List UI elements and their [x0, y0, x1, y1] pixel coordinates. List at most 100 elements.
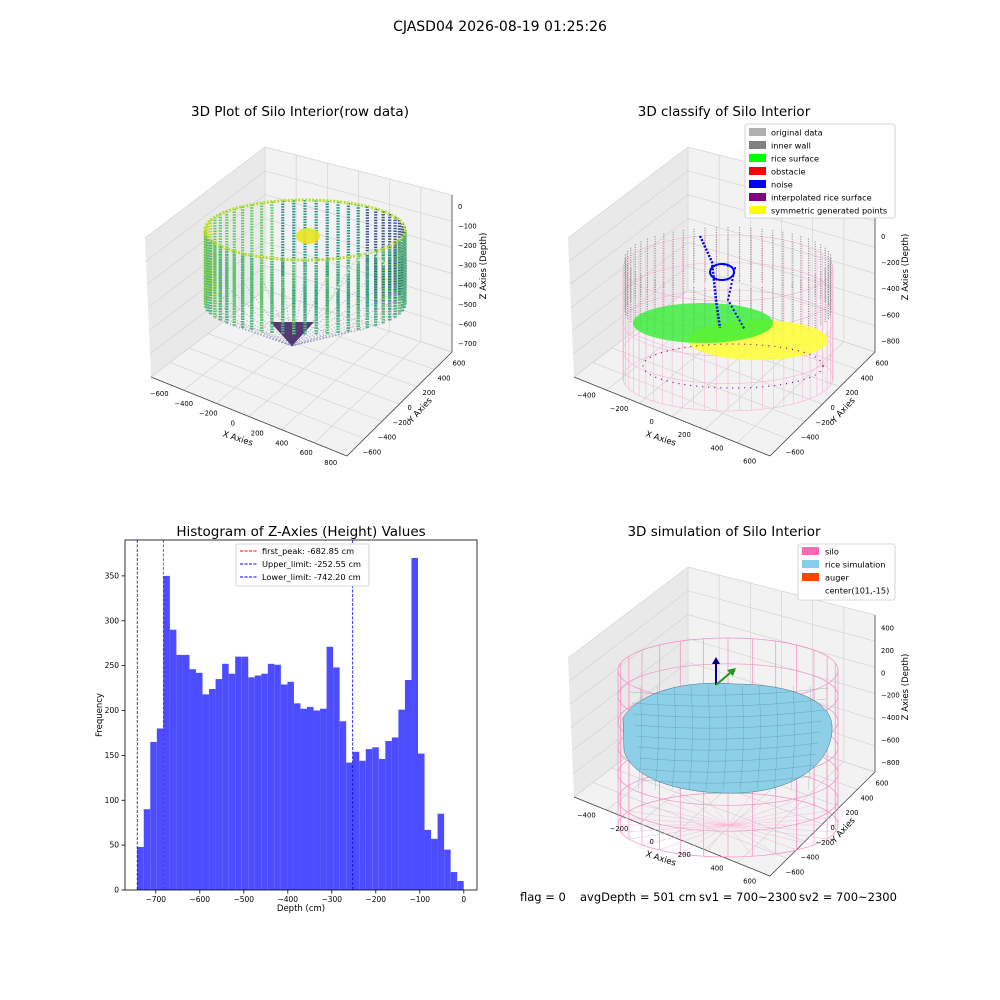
- legend-label: rice surface: [771, 154, 819, 164]
- silo-floor-spoke: [620, 824, 729, 833]
- classify-3d-zlabel: Z Axies (Depth): [901, 234, 911, 301]
- x-tick-label: −200: [365, 895, 386, 904]
- panel-classify-3d-title: 3D classify of Silo Interior: [638, 104, 811, 120]
- panel-simulation-3d: 3D simulation of Silo Interior −400 −200 0…: [567, 524, 911, 885]
- panel-raw-3d-title: 3D Plot of Silo Interior(row data): [191, 104, 409, 120]
- silo-floor-spoke: [659, 799, 729, 826]
- z-tick-label: −600: [881, 737, 900, 745]
- surface-mesh-line: [635, 731, 821, 740]
- histogram-ylabel: Frequency: [95, 693, 105, 737]
- histogram-title: Histogram of Z-Axies (Height) Values: [176, 524, 425, 540]
- surface-mesh-line: [807, 685, 812, 791]
- surface-mesh-line: [722, 685, 727, 791]
- surface-mesh-line: [705, 685, 710, 791]
- x-axis-line: [573, 796, 771, 877]
- silo-floor-spoke: [727, 824, 828, 840]
- histogram-bar: [333, 667, 340, 890]
- histogram-bar: [339, 721, 347, 890]
- histogram-bar: [228, 673, 236, 890]
- histogram-bar: [182, 654, 190, 890]
- legend-label: Lower_limit: -742.20 cm: [262, 572, 361, 582]
- y-tick-label: 0: [114, 886, 119, 895]
- rice-surface-points: [633, 303, 773, 343]
- raw-3d-axes-box: [144, 146, 453, 457]
- y-tick-label: −400: [378, 434, 397, 442]
- histogram-bar: [254, 675, 262, 890]
- funnel-point-line: [261, 331, 293, 347]
- silo-floor-spoke: [703, 824, 729, 857]
- surface-mesh-line: [640, 764, 815, 773]
- histogram-bar: [209, 688, 216, 890]
- legend-label: first_peak: -682.85 cm: [262, 546, 354, 556]
- funnel-point-line: [282, 275, 293, 347]
- histogram-frame: [124, 539, 478, 891]
- legend-swatch: [749, 180, 766, 188]
- x-tick-label: −300: [321, 895, 342, 904]
- histogram-bar: [267, 663, 275, 890]
- funnel-point-line: [226, 285, 293, 347]
- surface-mesh-line: [671, 685, 676, 791]
- x-tick-label: 200: [251, 429, 264, 437]
- histogram-bar: [137, 846, 144, 890]
- gridline-z: [571, 241, 876, 331]
- histogram-bar: [150, 741, 157, 890]
- classify-3d-xlabel: X Axies: [644, 429, 677, 448]
- histogram-bar: [169, 629, 177, 890]
- surface-mesh-line: [790, 685, 795, 791]
- x-tick-label: 0: [650, 418, 654, 426]
- histogram-bar: [411, 557, 419, 890]
- x-tick-label: −400: [277, 895, 298, 904]
- y-tick-label: −400: [801, 854, 820, 862]
- simulation-3d-title: 3D simulation of Silo Interior: [627, 524, 821, 540]
- x-tick-label: 600: [743, 457, 756, 465]
- panel-histogram: Histogram of Z-Axies (Height) Values −70…: [95, 524, 478, 914]
- histogram-bar: [293, 703, 301, 890]
- silo-floor-spoke: [727, 824, 815, 846]
- surface-mesh-line: [641, 775, 813, 784]
- x-tick-label: 0: [461, 895, 466, 904]
- legend-frame: [235, 543, 370, 587]
- y-tick-label: 400: [438, 374, 451, 382]
- y-axis-line: [346, 351, 453, 457]
- histogram-bar: [163, 575, 170, 890]
- histogram-bar: [189, 669, 196, 890]
- simulation-3d-surface: [617, 637, 839, 858]
- footer-sv2: sv2 = 700~2300: [799, 890, 897, 904]
- legend-swatch: [749, 206, 766, 214]
- silo-floor-spoke: [727, 804, 815, 826]
- silo-floor-spoke: [727, 817, 836, 826]
- histogram-bar: [372, 747, 379, 890]
- silo-floor-spoke: [680, 795, 729, 826]
- y-tick-label: 400: [861, 374, 874, 382]
- silo-floor-spoke: [727, 795, 776, 826]
- y-tick-label: −200: [816, 839, 835, 847]
- figure-suptitle: CJASD04 2026-08-19 01:25:26: [393, 19, 607, 35]
- legend-swatch: [802, 547, 819, 555]
- gridline-y: [245, 304, 435, 370]
- legend-label: auger: [825, 573, 849, 583]
- auger-axis-y: [715, 672, 731, 686]
- histogram-bar: [365, 749, 373, 890]
- y-tick-label: −400: [801, 434, 820, 442]
- y-tick-label: −600: [786, 869, 805, 877]
- z-tick-label: −600: [881, 311, 900, 319]
- legend-label: Upper_limit: -252.55 cm: [262, 559, 361, 569]
- y-tick-label: 350: [105, 571, 120, 580]
- histogram-bar: [320, 708, 327, 890]
- histogram-bar: [391, 737, 399, 890]
- y-tick-label: 0: [831, 824, 835, 832]
- z-tick-label: −400: [881, 714, 900, 722]
- histogram-xlabel: Depth (cm): [277, 904, 325, 914]
- histogram-y-ticks: 0 50 100 150 200 250 300 350: [105, 571, 125, 895]
- z-tick-label: −400: [458, 281, 477, 289]
- y-tick-label: 300: [105, 616, 120, 625]
- y-axis-line: [769, 771, 876, 877]
- legend-swatch: [749, 167, 766, 175]
- histogram-bar: [378, 758, 386, 890]
- histogram-bar: [222, 663, 229, 890]
- streak-points: [328, 247, 387, 301]
- surface-mesh-line: [756, 685, 761, 791]
